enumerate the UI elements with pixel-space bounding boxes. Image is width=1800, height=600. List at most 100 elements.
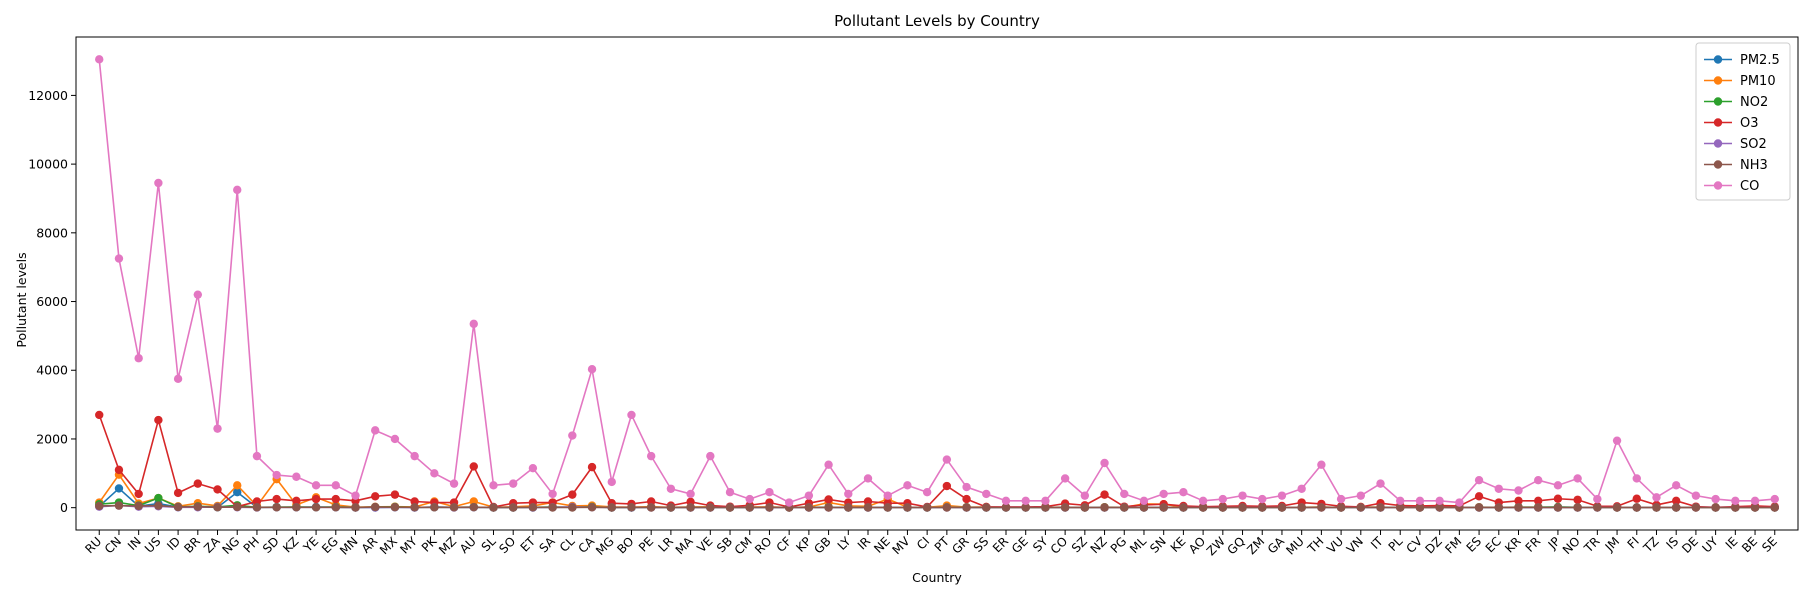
data-point	[489, 503, 498, 512]
data-point	[1731, 503, 1740, 512]
data-point	[1474, 492, 1484, 501]
data-point	[883, 503, 892, 512]
data-point	[410, 503, 419, 512]
data-point	[1139, 496, 1149, 505]
legend-item: PM10	[1704, 74, 1776, 89]
y-axis-label: Pollutant levels	[14, 252, 29, 347]
data-point	[134, 354, 143, 363]
data-point	[863, 503, 873, 512]
data-point	[1671, 481, 1681, 490]
data-point	[1238, 503, 1247, 512]
legend-item: O3	[1704, 116, 1759, 131]
legend-label: SO2	[1740, 137, 1767, 152]
x-tick-label: JM	[1602, 534, 1622, 554]
x-tick-label: RU	[82, 534, 104, 556]
data-point	[1297, 503, 1306, 512]
x-tick-label: SY	[1030, 534, 1051, 555]
x-tick-label: YE	[300, 534, 321, 555]
y-tick-label: 10000	[28, 157, 68, 172]
x-tick-label: BR	[181, 534, 203, 556]
x-tick-label: PT	[932, 534, 953, 555]
x-tick-label: FM	[1442, 534, 1464, 556]
data-point	[784, 498, 794, 507]
data-point	[1553, 481, 1563, 490]
data-point	[449, 479, 459, 488]
data-point	[1396, 503, 1405, 512]
chart-title: Pollutant Levels by Country	[834, 12, 1040, 30]
data-point	[962, 503, 971, 512]
x-tick-label: CO	[1048, 534, 1071, 557]
data-point	[1258, 503, 1267, 512]
legend-marker	[1713, 97, 1723, 106]
data-point	[1041, 503, 1050, 512]
data-point	[1001, 496, 1011, 505]
data-point	[1691, 503, 1701, 512]
data-point	[1750, 496, 1760, 505]
data-point	[1494, 484, 1503, 493]
data-point	[311, 494, 321, 504]
legend-marker	[1713, 55, 1723, 64]
data-point	[1573, 474, 1582, 483]
data-point	[154, 501, 163, 510]
data-point	[292, 503, 301, 512]
x-tick-label: SN	[1147, 534, 1169, 556]
data-point	[587, 365, 597, 374]
x-tick-label: PL	[1386, 534, 1406, 554]
data-point	[1120, 503, 1129, 512]
data-point	[587, 503, 597, 512]
data-point	[883, 491, 892, 500]
x-tick-label: VN	[1344, 534, 1366, 556]
data-point	[1396, 496, 1405, 505]
data-point	[1534, 503, 1543, 512]
x-tick-label: GQ	[1224, 534, 1247, 557]
data-point	[1060, 474, 1070, 483]
x-tick-label: LR	[655, 534, 676, 555]
x-tick-label: FI	[1625, 534, 1642, 551]
x-axis-label: Country	[912, 570, 962, 585]
x-tick-label: DZ	[1423, 534, 1445, 556]
data-point	[134, 489, 143, 499]
data-point	[272, 503, 281, 512]
data-point	[1770, 494, 1779, 504]
x-tick-label: NO	[1560, 534, 1583, 557]
data-point	[922, 503, 932, 512]
data-point	[1238, 491, 1247, 500]
data-point	[390, 434, 400, 444]
x-tick-label: RO	[752, 534, 774, 556]
x-tick-label: EG	[319, 534, 341, 556]
data-point	[1474, 503, 1484, 512]
data-point	[725, 488, 735, 497]
x-tick-label: ML	[1127, 534, 1149, 556]
data-point	[371, 502, 380, 512]
x-tick-label: CN	[102, 534, 124, 556]
data-point	[272, 470, 281, 480]
data-point	[508, 503, 518, 512]
data-point	[1750, 503, 1760, 512]
data-point	[193, 290, 203, 299]
data-point	[686, 503, 695, 512]
data-point	[568, 490, 577, 499]
data-point	[646, 503, 656, 512]
x-tick-label: SB	[714, 534, 735, 555]
data-point	[1198, 496, 1208, 505]
data-point	[1297, 484, 1306, 493]
data-point	[213, 424, 222, 433]
x-tick-label: MX	[377, 534, 400, 557]
data-point	[1573, 495, 1582, 504]
data-point	[430, 469, 439, 478]
data-point	[351, 503, 360, 512]
data-point	[1001, 503, 1011, 512]
data-point	[331, 494, 340, 504]
data-point	[1671, 496, 1681, 505]
data-point	[528, 463, 538, 473]
data-point	[1179, 488, 1188, 497]
data-point	[982, 489, 991, 499]
data-point	[292, 472, 301, 481]
data-point	[1691, 491, 1701, 500]
data-point	[410, 451, 419, 461]
legend-marker	[1713, 76, 1723, 85]
x-tick-label: GB	[811, 534, 833, 556]
data-point	[1376, 479, 1385, 488]
